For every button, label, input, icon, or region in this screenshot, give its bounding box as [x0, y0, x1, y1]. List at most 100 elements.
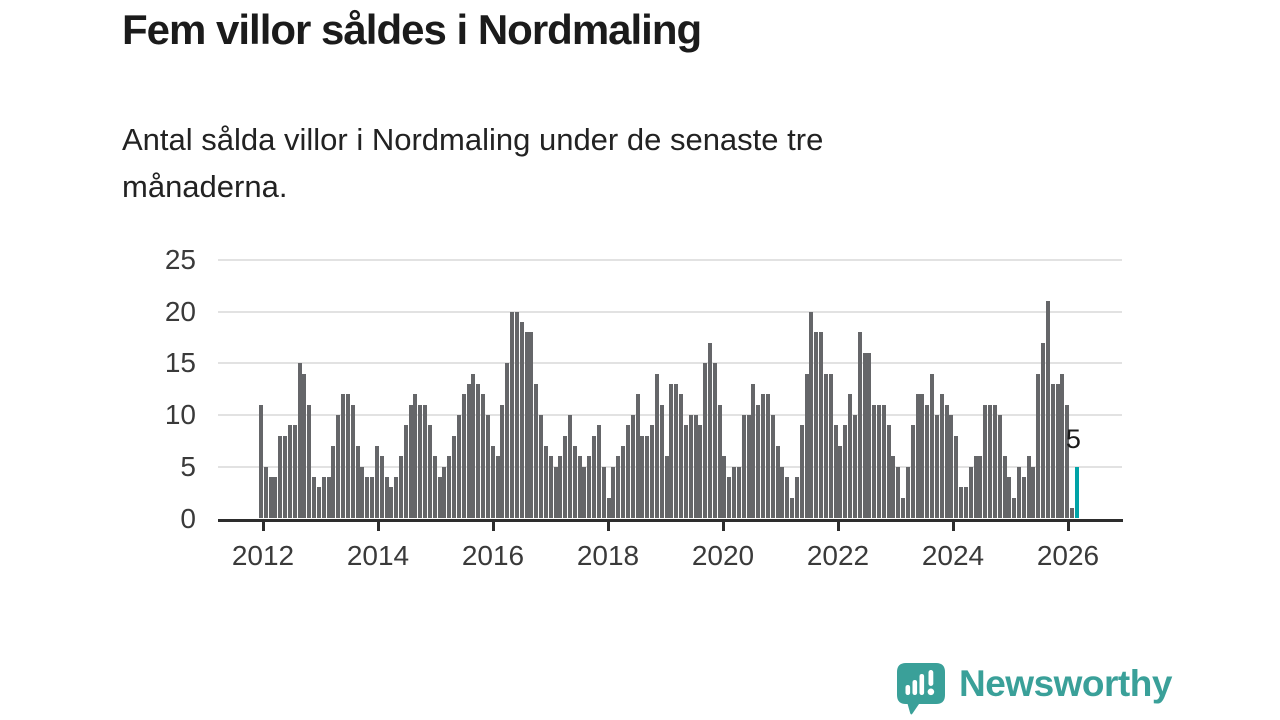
- bar: [896, 466, 901, 519]
- bar: [1007, 477, 1012, 519]
- y-axis-label: 15: [164, 347, 196, 379]
- newsworthy-logo: Newsworthy: [896, 662, 1172, 720]
- bar: [370, 477, 375, 519]
- bar: [997, 415, 1002, 519]
- bar: [582, 466, 587, 519]
- x-axis-label: 2022: [806, 540, 870, 571]
- bar: [278, 435, 283, 519]
- y-axis-label: 25: [164, 244, 196, 275]
- bar: [336, 415, 341, 519]
- bar: [596, 425, 601, 519]
- bar: [572, 446, 577, 519]
- bar: [848, 394, 853, 519]
- bar: [297, 363, 302, 519]
- bar: [920, 394, 925, 519]
- bar: [751, 384, 756, 519]
- bar: [901, 497, 906, 519]
- bar: [423, 404, 428, 519]
- bar: [558, 456, 563, 519]
- x-axis-label: 2026: [1036, 540, 1100, 571]
- bar: [374, 446, 379, 519]
- bar: [548, 456, 553, 519]
- bar: [775, 446, 780, 519]
- bar: [355, 446, 360, 519]
- y-axis-label: 20: [164, 295, 196, 327]
- bar: [326, 477, 331, 519]
- bar: [712, 363, 717, 519]
- bar: [939, 394, 944, 519]
- bar: [736, 466, 741, 519]
- y-axis-label: 0: [180, 502, 196, 534]
- bar: [1050, 384, 1055, 519]
- bar: [1065, 404, 1070, 519]
- bar: [625, 425, 630, 519]
- bar: [485, 415, 490, 519]
- bar: [563, 435, 568, 519]
- bar: [968, 466, 973, 519]
- bar: [529, 332, 534, 519]
- bar: [857, 332, 862, 519]
- bar: [273, 477, 278, 519]
- bar: [331, 446, 336, 519]
- x-axis-tick: [261, 521, 265, 531]
- bar: [944, 404, 949, 519]
- bar: [432, 456, 437, 519]
- bar: [698, 425, 703, 519]
- bar: [693, 415, 698, 519]
- bar: [780, 466, 785, 519]
- bar: [688, 415, 693, 519]
- x-axis-tick: [376, 521, 380, 531]
- bar: [669, 384, 674, 519]
- bar: [553, 466, 558, 519]
- bar: [616, 456, 621, 519]
- bar: [418, 404, 423, 519]
- bar: [959, 487, 964, 519]
- bar: [635, 394, 640, 519]
- bar: [843, 425, 848, 519]
- x-axis-label: 2012: [231, 540, 295, 571]
- bar: [302, 373, 307, 519]
- bar: [1060, 373, 1065, 519]
- bar: [915, 394, 920, 519]
- bar: [949, 415, 954, 519]
- bar: [341, 394, 346, 519]
- bar: [437, 477, 442, 519]
- bar: [442, 466, 447, 519]
- bar: [379, 456, 384, 519]
- latest-value-label: 5: [1065, 424, 1081, 454]
- bar: [930, 373, 935, 519]
- bar: [833, 425, 838, 519]
- bar: [611, 466, 616, 519]
- bar: [592, 435, 597, 519]
- bar: [823, 373, 828, 519]
- bar: [471, 373, 476, 519]
- bar: [524, 332, 529, 519]
- bar: [476, 384, 481, 519]
- gridline: [218, 310, 1122, 313]
- bar: [708, 342, 712, 519]
- bar: [481, 394, 486, 519]
- bar: [1031, 466, 1036, 519]
- bar: [741, 415, 746, 519]
- bar: [1002, 456, 1007, 519]
- bar: [650, 425, 655, 519]
- bar: [601, 466, 606, 519]
- bar: [350, 404, 355, 519]
- x-axis-tick: [491, 521, 495, 531]
- x-axis-tick: [1066, 521, 1070, 531]
- bar: [722, 456, 727, 519]
- bar: [988, 404, 993, 519]
- bar: [466, 384, 471, 519]
- bar: [490, 446, 495, 519]
- bar: [577, 456, 582, 519]
- bar: [403, 425, 408, 519]
- bar: [447, 456, 452, 519]
- x-axis-label: 2016: [461, 540, 525, 571]
- bar: [717, 404, 722, 519]
- bar: [283, 435, 288, 519]
- bar: [659, 404, 664, 519]
- bar: [954, 435, 959, 519]
- bar: [645, 435, 650, 519]
- bar: [408, 404, 413, 519]
- bar: [510, 311, 515, 519]
